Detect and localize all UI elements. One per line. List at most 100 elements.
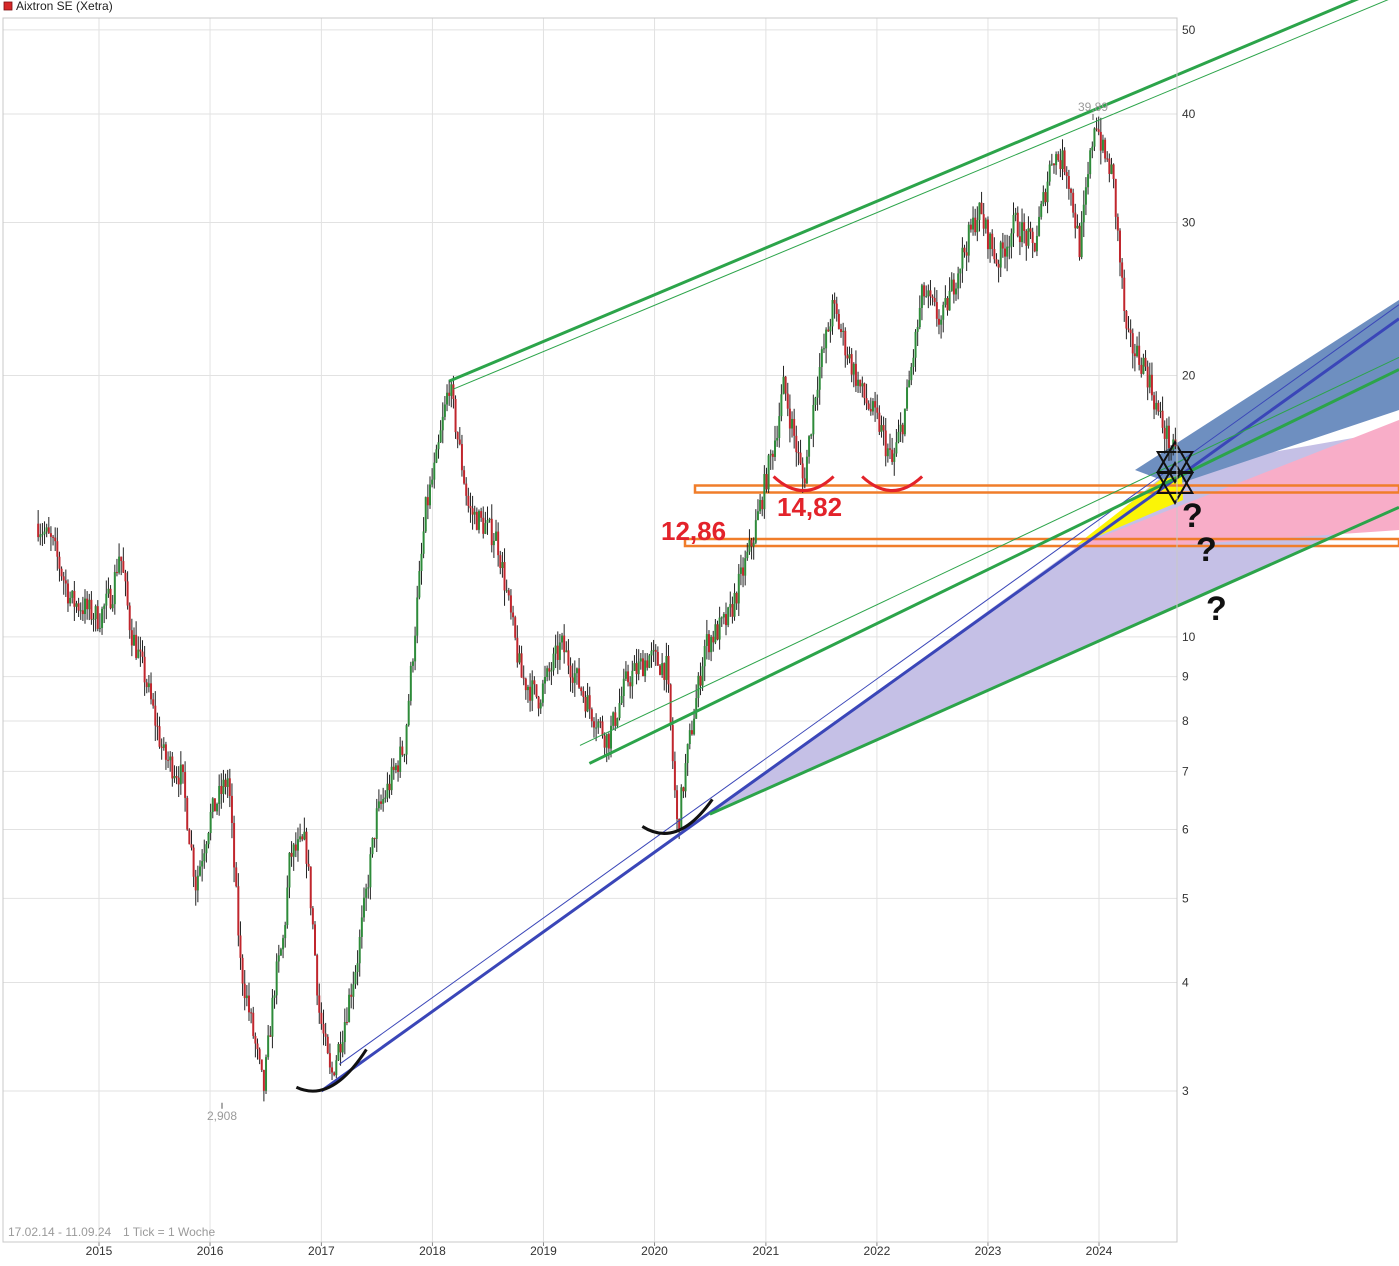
- candle-body: [326, 1036, 329, 1054]
- candle: [656, 646, 659, 666]
- candle-body: [377, 801, 380, 809]
- candle: [218, 774, 221, 816]
- candle: [188, 828, 191, 845]
- candle-body: [705, 634, 708, 646]
- candle: [869, 397, 872, 416]
- candle: [424, 496, 427, 533]
- candle: [850, 348, 853, 383]
- candle-body: [139, 649, 142, 652]
- candle: [1063, 147, 1066, 176]
- candle-body: [181, 764, 184, 773]
- candle-body: [1012, 214, 1015, 234]
- candle: [586, 683, 589, 713]
- y-tick-30: 30: [1182, 216, 1196, 230]
- candle: [629, 676, 632, 699]
- candle-body: [1074, 212, 1077, 229]
- candle: [848, 346, 851, 364]
- candle: [854, 350, 857, 392]
- candle-body: [320, 1012, 323, 1024]
- candle-body: [899, 424, 902, 432]
- candle-body: [931, 296, 934, 298]
- candle: [305, 827, 308, 879]
- candle: [933, 287, 936, 307]
- candle: [1040, 200, 1043, 220]
- candle-body: [793, 418, 796, 436]
- candle-body: [265, 1057, 268, 1091]
- candle: [224, 773, 227, 795]
- candle: [167, 751, 170, 768]
- trend-blue-main: [320, 317, 1399, 1093]
- candle-body: [241, 957, 244, 984]
- candle-body: [886, 448, 889, 457]
- candle: [961, 237, 964, 283]
- candle: [433, 452, 436, 489]
- candle: [1059, 148, 1062, 178]
- candle-body: [976, 220, 979, 233]
- candle: [580, 686, 583, 696]
- candle-body: [64, 580, 67, 584]
- candle-body: [96, 606, 99, 629]
- candle: [914, 329, 917, 372]
- curve-bottom-2020: [641, 798, 714, 835]
- candle-body: [416, 597, 419, 636]
- candle-body: [1063, 150, 1066, 173]
- candle: [422, 517, 425, 559]
- candle-body: [441, 416, 444, 431]
- y-tick-7: 7: [1182, 764, 1189, 778]
- trend-green-top: [448, 0, 1360, 383]
- candle-body: [612, 712, 615, 726]
- candle-body: [533, 680, 536, 685]
- candle-body: [861, 383, 864, 387]
- candle-body: [701, 666, 704, 686]
- candle: [680, 784, 683, 829]
- x-tick-2018: 2018: [419, 1244, 446, 1258]
- candle-body: [271, 997, 274, 1037]
- trend-green-mid-thin: [579, 356, 1399, 746]
- candle: [397, 760, 400, 782]
- candle: [454, 395, 457, 439]
- candle-body: [422, 531, 425, 554]
- candle: [667, 645, 670, 693]
- candle: [1067, 169, 1070, 200]
- candle: [279, 947, 282, 957]
- candle: [684, 753, 687, 798]
- candle: [716, 620, 719, 641]
- candle: [139, 636, 142, 667]
- candle-body: [874, 401, 877, 408]
- candle: [982, 203, 985, 237]
- candle-body: [829, 326, 832, 332]
- candle-body: [607, 734, 610, 749]
- candle: [66, 579, 69, 612]
- candle-body: [852, 363, 855, 375]
- candle-body: [384, 797, 387, 800]
- candle: [991, 229, 994, 257]
- candle: [705, 619, 708, 660]
- candle: [1155, 391, 1158, 415]
- candle-body: [690, 730, 693, 735]
- candle: [805, 449, 808, 484]
- candle: [388, 774, 391, 799]
- candle-body: [737, 573, 740, 604]
- candle: [646, 653, 649, 671]
- candle: [1070, 187, 1073, 206]
- candle-body: [397, 765, 400, 772]
- candle: [844, 327, 847, 368]
- candle-body: [135, 634, 138, 658]
- candle: [258, 1047, 261, 1065]
- candle-body: [520, 653, 523, 678]
- candle-body: [41, 534, 44, 536]
- candle-body: [618, 703, 621, 719]
- candle: [414, 626, 417, 671]
- candle: [1087, 161, 1090, 195]
- candle: [944, 285, 947, 308]
- candle-body: [115, 571, 118, 573]
- candle-body: [955, 288, 958, 295]
- candle: [903, 408, 906, 437]
- candle: [465, 477, 468, 506]
- star-lower: [1155, 461, 1195, 505]
- candle: [648, 653, 651, 669]
- candle-body: [795, 435, 798, 453]
- candle: [367, 874, 370, 899]
- candle: [1033, 242, 1036, 253]
- candle-body: [1101, 139, 1104, 151]
